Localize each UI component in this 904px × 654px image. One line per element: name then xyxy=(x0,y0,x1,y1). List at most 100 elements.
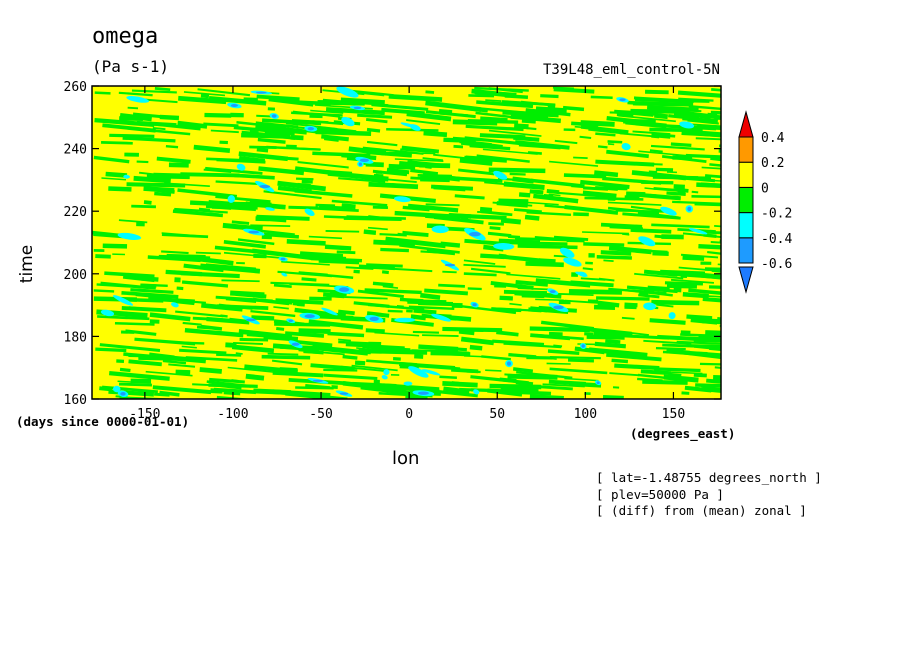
field-streak xyxy=(643,289,651,292)
field-streak xyxy=(119,116,143,121)
field-streak xyxy=(530,178,585,188)
y-tick-label: 260 xyxy=(64,80,87,95)
field-streak xyxy=(558,299,571,305)
colorbar-box xyxy=(738,186,754,214)
field-streak xyxy=(378,391,433,398)
field-streak xyxy=(607,201,662,206)
field-streak xyxy=(540,94,559,99)
field-streak xyxy=(253,388,292,395)
field-streak xyxy=(308,235,343,240)
field-streak xyxy=(605,339,621,344)
field-blob xyxy=(341,116,355,127)
field-streak xyxy=(249,145,277,150)
field-blob xyxy=(265,207,275,211)
field-streak xyxy=(710,241,721,244)
field-streak xyxy=(488,167,546,174)
field-streak xyxy=(162,359,187,365)
field-streak xyxy=(533,193,579,204)
field-streak xyxy=(693,373,707,378)
field-streak xyxy=(465,124,524,132)
field-streak xyxy=(481,355,511,361)
field-streak xyxy=(236,262,245,265)
field-streak xyxy=(203,122,239,128)
field-streak xyxy=(292,339,333,348)
field-blob-core xyxy=(312,379,324,382)
field-streak xyxy=(308,319,364,330)
field-streak xyxy=(229,317,248,322)
field-streak xyxy=(645,89,669,95)
field-streak xyxy=(451,367,479,374)
run-name: T39L48_eml_control-5N xyxy=(542,62,720,78)
field-streak xyxy=(482,148,538,155)
field-streak xyxy=(152,385,212,395)
field-streak xyxy=(386,167,410,175)
field-streak xyxy=(584,392,591,395)
field-streak xyxy=(338,177,386,183)
field-streak xyxy=(406,111,452,122)
field-streak xyxy=(695,137,721,141)
field-streak xyxy=(582,231,629,235)
field-streak xyxy=(687,119,719,125)
field-streak xyxy=(161,250,189,255)
field-streak xyxy=(211,384,242,390)
field-streak xyxy=(271,146,321,151)
field-streak xyxy=(438,109,453,115)
field-streak xyxy=(532,308,569,315)
field-streak xyxy=(256,114,273,118)
field-streak xyxy=(310,363,355,371)
field-streak xyxy=(338,338,351,342)
field-streak xyxy=(666,171,677,174)
field-streak xyxy=(219,140,228,145)
field-streak xyxy=(141,276,159,282)
field-streak xyxy=(382,285,399,289)
field-blob-core xyxy=(230,104,238,107)
field-streak xyxy=(209,377,245,384)
field-streak xyxy=(353,269,360,274)
colorbar-label: -0.4 xyxy=(761,232,792,247)
field-streak xyxy=(672,155,693,161)
field-streak xyxy=(136,160,149,164)
field-blob xyxy=(383,369,390,376)
field-streak xyxy=(286,239,326,246)
field-streak xyxy=(372,281,394,287)
field-streak xyxy=(125,329,157,336)
field-streak xyxy=(193,144,231,154)
field-streak xyxy=(552,86,574,90)
field-blob-core xyxy=(687,206,692,212)
field-streak xyxy=(400,148,431,153)
field-streak xyxy=(534,236,568,241)
field-streak xyxy=(198,207,211,212)
field-streak xyxy=(97,315,150,321)
field-streak xyxy=(535,298,564,301)
field-streak xyxy=(195,256,234,266)
field-blob-core xyxy=(245,318,256,322)
field-streak xyxy=(312,344,369,356)
field-streak xyxy=(503,289,547,295)
field-streak xyxy=(342,381,390,391)
field-streak xyxy=(325,229,360,233)
field-streak xyxy=(310,256,363,263)
field-streak xyxy=(119,382,152,387)
field-streak xyxy=(310,109,344,114)
x-tick-label: -150 xyxy=(129,407,160,422)
field-streak xyxy=(179,348,227,355)
field-blob-core xyxy=(271,114,277,118)
field-streak xyxy=(93,232,123,238)
colorbar-label: 0.2 xyxy=(761,156,784,171)
field-streak xyxy=(390,374,400,376)
field-streak xyxy=(590,95,613,100)
field-streak xyxy=(206,316,250,325)
field-streak xyxy=(95,347,127,353)
field-streak xyxy=(515,279,548,287)
field-streak xyxy=(268,96,314,107)
field-streak xyxy=(498,198,529,204)
field-streak xyxy=(375,170,383,174)
field-streak xyxy=(583,186,609,191)
field-streak xyxy=(122,136,176,143)
field-streak xyxy=(608,245,652,255)
field-streak xyxy=(102,243,128,249)
y-tick-label: 220 xyxy=(64,205,87,220)
field-streak xyxy=(412,330,439,334)
field-streak xyxy=(127,106,139,110)
field-streak xyxy=(119,396,170,399)
